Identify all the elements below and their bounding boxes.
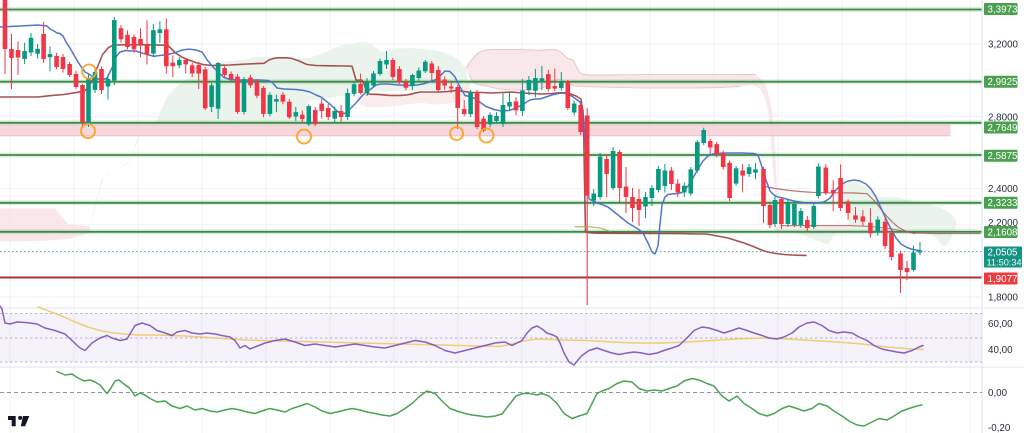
svg-text:2,7649: 2,7649 [988,123,1018,134]
svg-text:11:50:34: 11:50:34 [987,258,1022,268]
svg-text:-0,20: -0,20 [988,423,1011,433]
svg-text:2,2000: 2,2000 [988,218,1019,229]
svg-text:3,3973: 3,3973 [988,4,1019,15]
svg-text:2,5875: 2,5875 [988,151,1019,162]
svg-text:2,1608: 2,1608 [988,227,1019,238]
svg-text:0,00: 0,00 [988,388,1008,399]
svg-text:2,0505: 2,0505 [988,247,1019,258]
svg-text:2,3233: 2,3233 [988,198,1019,209]
svg-text:1,8000: 1,8000 [988,293,1019,304]
svg-text:2,9925: 2,9925 [988,77,1019,88]
svg-text:40,00: 40,00 [988,345,1013,356]
svg-text:2,4000: 2,4000 [988,184,1019,195]
svg-text:3,2000: 3,2000 [988,40,1019,51]
svg-text:2,8000: 2,8000 [988,113,1019,124]
svg-text:60,00: 60,00 [988,319,1013,330]
svg-text:1,9077: 1,9077 [988,274,1018,285]
